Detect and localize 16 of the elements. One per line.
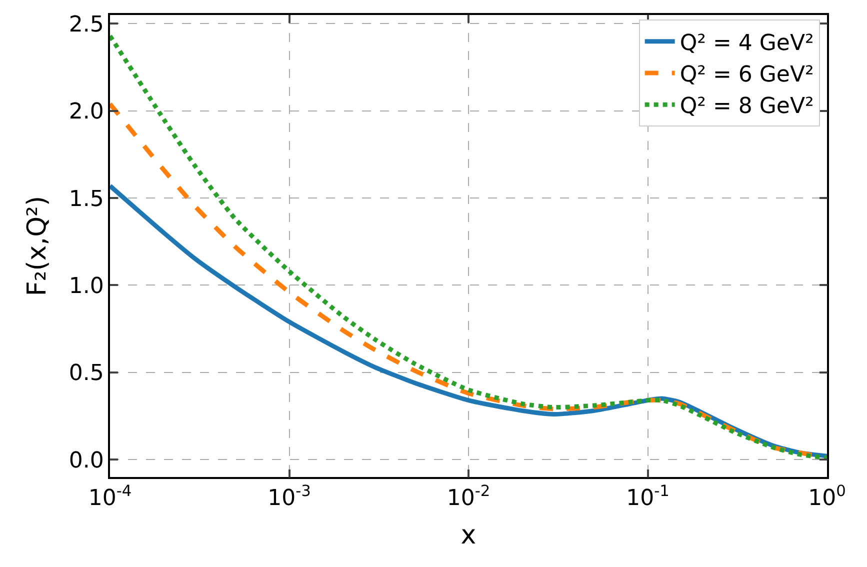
legend-label: Q² = 6 GeV² (680, 62, 814, 88)
y-tick-label: 2.0 (68, 100, 104, 125)
y-tick-label: 1.5 (68, 186, 104, 212)
x-axis-title: x (460, 520, 476, 550)
x-tick-label: 10$^{-4}$ (88, 482, 132, 512)
legend-label: Q² = 4 GeV² (680, 31, 814, 56)
y-tick-label: 1.0 (68, 274, 104, 299)
x-tick-label: 10$^{0}$ (808, 482, 846, 512)
legend-label: Q² = 8 GeV² (680, 94, 814, 120)
y-axis-title: F₂(x,Q²) (22, 196, 53, 296)
y-tick-label: 2.5 (68, 12, 104, 38)
y-tick-label: 0.0 (68, 448, 104, 474)
y-tick-label: 0.5 (68, 361, 104, 386)
x-tick-label: 10$^{-1}$ (626, 482, 670, 512)
x-tick-label: 10$^{-3}$ (268, 482, 311, 512)
x-tick-label: 10$^{-2}$ (446, 482, 490, 512)
